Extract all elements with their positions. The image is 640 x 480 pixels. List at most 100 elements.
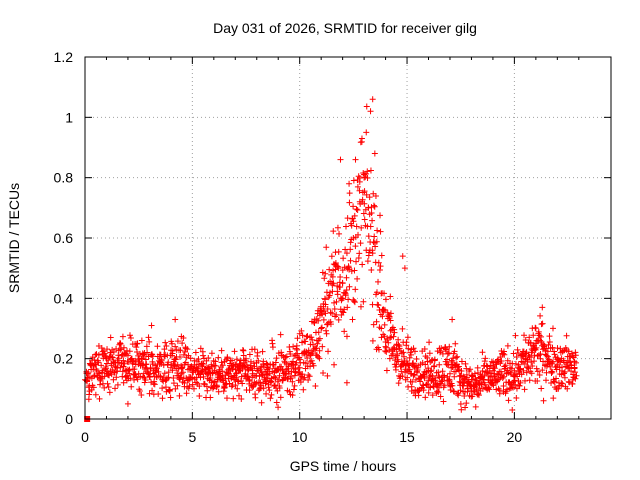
data-point (463, 400, 470, 407)
data-point (133, 344, 140, 351)
data-point (532, 324, 539, 331)
data-point (127, 334, 134, 341)
data-point (369, 96, 376, 103)
data-point (274, 378, 281, 385)
data-point (363, 170, 370, 177)
data-point (208, 379, 215, 386)
data-point (223, 395, 230, 402)
data-point (526, 377, 533, 384)
data-point (364, 258, 371, 265)
data-point (426, 339, 433, 346)
data-point (169, 347, 176, 354)
data-point (564, 385, 571, 392)
data-point (452, 340, 459, 347)
data-point (568, 362, 575, 369)
data-point (123, 347, 130, 354)
data-point (187, 355, 194, 362)
data-point (278, 349, 285, 356)
data-points (82, 96, 580, 422)
data-point (376, 266, 383, 273)
data-point (486, 365, 493, 372)
data-point (140, 352, 147, 359)
data-point (381, 290, 388, 297)
data-point (101, 384, 108, 391)
data-point (283, 353, 290, 360)
data-point (446, 370, 453, 377)
data-point (537, 312, 544, 319)
data-point (309, 350, 316, 357)
data-point (247, 358, 254, 365)
data-point (521, 386, 528, 393)
data-point (323, 289, 330, 296)
data-point (378, 252, 385, 259)
data-point (85, 369, 92, 376)
data-point (414, 367, 421, 374)
data-point (183, 390, 190, 397)
data-point (400, 349, 407, 356)
data-point (375, 346, 382, 353)
data-point (565, 378, 572, 385)
data-point (131, 366, 138, 373)
data-point (290, 386, 297, 393)
data-point (112, 385, 119, 392)
data-point (128, 383, 135, 390)
data-point (425, 377, 432, 384)
data-point (348, 222, 355, 229)
data-point (539, 367, 546, 374)
data-point (163, 343, 170, 350)
data-point (420, 372, 427, 379)
data-point (346, 199, 353, 206)
data-point (328, 253, 335, 260)
data-point (315, 353, 322, 360)
data-point (494, 377, 501, 384)
data-point (364, 174, 371, 181)
data-point (355, 231, 362, 238)
data-point (310, 319, 317, 326)
data-point (215, 388, 222, 395)
data-point (385, 339, 392, 346)
data-point (422, 361, 429, 368)
data-point (233, 361, 240, 368)
data-point (189, 381, 196, 388)
data-point (573, 359, 580, 366)
data-point (160, 374, 167, 381)
data-point (138, 392, 145, 399)
data-point (162, 377, 169, 384)
data-point (485, 385, 492, 392)
data-point (462, 404, 469, 411)
data-point (391, 346, 398, 353)
data-point (323, 330, 330, 337)
data-point (435, 384, 442, 391)
data-point (343, 274, 350, 281)
data-point (319, 343, 326, 350)
data-point (561, 370, 568, 377)
data-point (410, 360, 417, 367)
chart-title: Day 031 of 2026, SRMTID for receiver gil… (213, 20, 477, 36)
data-point (166, 386, 173, 393)
data-point (300, 375, 307, 382)
data-point (167, 394, 174, 401)
data-point (370, 202, 377, 209)
data-point (413, 355, 420, 362)
data-point (292, 369, 299, 376)
data-point (314, 340, 321, 347)
data-point (146, 390, 153, 397)
data-point (321, 308, 328, 315)
data-point (363, 129, 370, 136)
data-point (395, 336, 402, 343)
data-point (104, 346, 111, 353)
data-point (126, 332, 133, 339)
data-point (395, 341, 402, 348)
data-point (347, 246, 354, 253)
data-point (361, 200, 368, 207)
data-point (139, 362, 146, 369)
y-tick-label: 0.6 (54, 230, 74, 246)
data-point (561, 368, 568, 375)
data-point (148, 379, 155, 386)
data-point (123, 351, 130, 358)
data-point (572, 369, 579, 376)
data-point (342, 223, 349, 230)
data-point (95, 351, 102, 358)
data-point (224, 355, 231, 362)
data-point (146, 338, 153, 345)
